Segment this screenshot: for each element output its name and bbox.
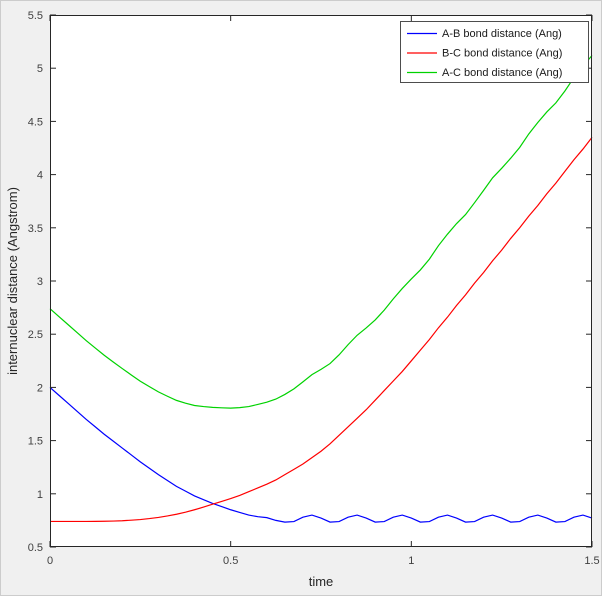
y-tick-label: 2 <box>37 382 43 394</box>
x-tick-label: 1 <box>408 555 414 567</box>
y-tick-label: 3.5 <box>28 223 43 235</box>
x-tick-label: 1.5 <box>584 555 599 567</box>
y-tick-label: 5.5 <box>28 10 43 22</box>
axes-background <box>50 15 592 547</box>
legend-label-bc: B-C bond distance (Ang) <box>442 48 562 60</box>
y-tick-label: 4.5 <box>28 116 43 128</box>
y-tick-label: 2.5 <box>28 329 43 341</box>
legend[interactable]: A-B bond distance (Ang) B-C bond distanc… <box>400 21 589 83</box>
y-tick-label: 0.5 <box>28 542 43 554</box>
tick-labels: 0 0.5 1 1.5 0.5 1 1.5 2 2.5 3 3.5 4 4.5 5 5.5 <box>28 10 600 567</box>
y-tick-label: 3 <box>37 276 43 288</box>
y-tick-label: 1.5 <box>28 436 43 448</box>
y-tick-label: 1 <box>37 489 43 501</box>
legend-label-ab: A-B bond distance (Ang) <box>442 28 562 40</box>
x-axis-label: time <box>309 574 334 589</box>
y-tick-label: 4 <box>37 170 43 182</box>
series-line-2 <box>49 55 593 409</box>
series-line-0 <box>49 386 593 523</box>
tick-marks <box>49 14 593 548</box>
x-tick-label: 0.5 <box>223 555 238 567</box>
legend-label-ac: A-C bond distance (Ang) <box>442 67 562 79</box>
series-line-1 <box>50 136 593 523</box>
y-tick-label: 5 <box>37 63 43 75</box>
series-lines <box>49 55 593 523</box>
x-tick-label: 0 <box>47 555 53 567</box>
y-axis-label: internuclear distance (Angstrom) <box>5 187 20 375</box>
